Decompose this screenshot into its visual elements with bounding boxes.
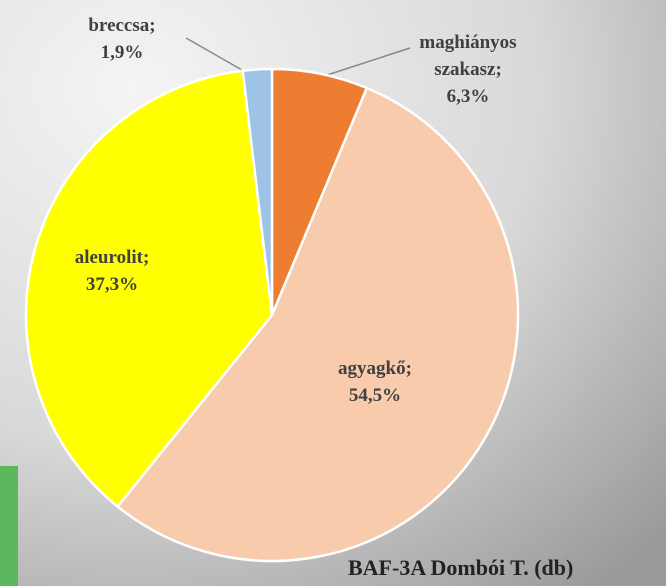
value-label: 6,3% [447,86,490,107]
leader-line [317,47,411,79]
category-label: agyagkő; [338,358,412,379]
value-label: 54,5% [349,385,401,406]
chart-title: BAF-3A Dombói T. (db) [348,555,573,580]
slice-label: agyagkő; 54,5% [338,358,412,406]
pie-slice [115,86,520,563]
pie-slice [24,69,274,509]
labels: maghiányos szakasz; 6,3% agyagkő; 54,5% aleur… [75,15,517,406]
category-line: maghiányos [419,32,516,53]
category-label: aleurolit; [75,247,150,268]
value-label: 1,9% [101,42,144,63]
side-bar [0,466,18,586]
pie-slice [241,67,274,316]
category-label: maghiányos szakasz; [419,32,516,80]
value-label: 37,3% [86,274,138,295]
pie [24,67,520,563]
slice-label: breccsa; 1,9% [88,15,155,63]
category-line: szakasz; [434,59,502,80]
category-label: breccsa; [88,15,155,36]
slice-label: maghiányos szakasz; 6,3% [419,32,516,107]
slice-label: aleurolit; 37,3% [75,247,150,295]
